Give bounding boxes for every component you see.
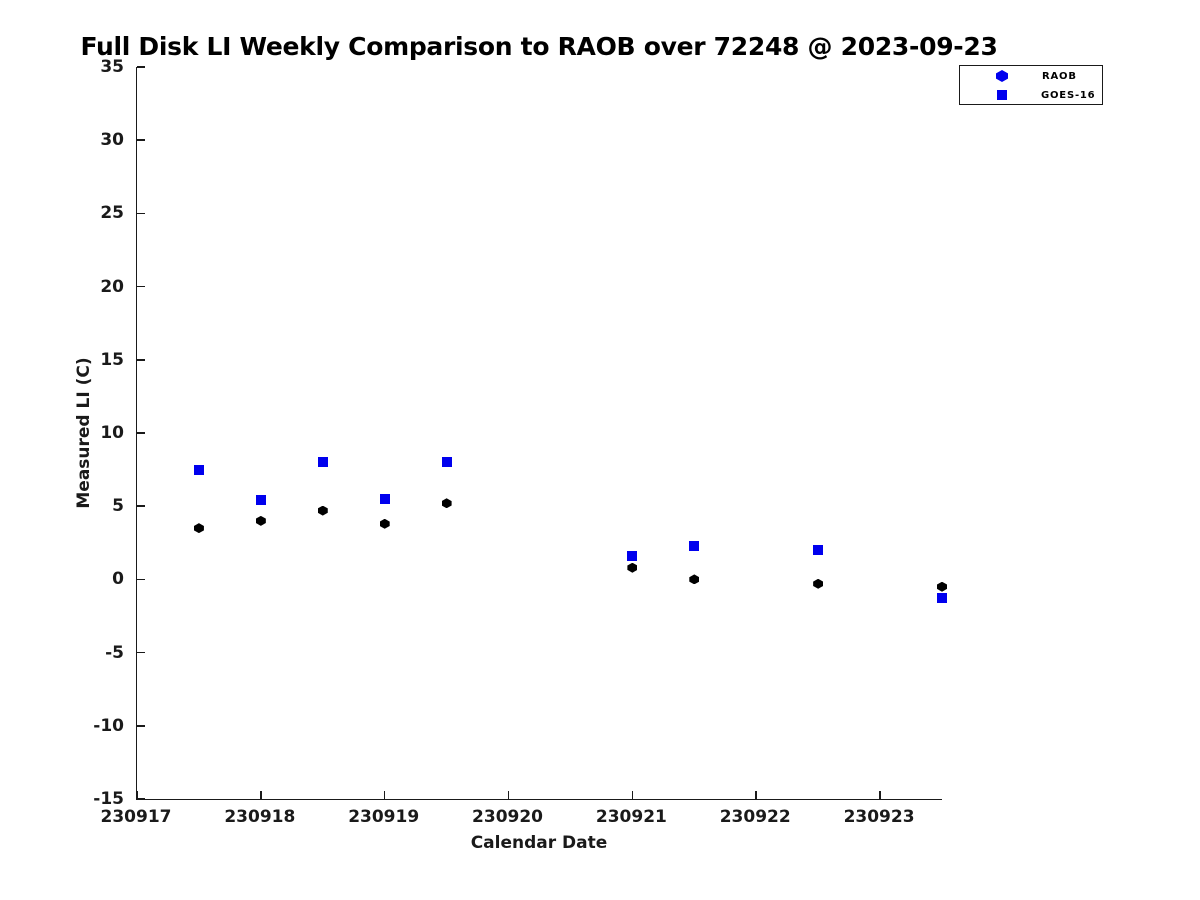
- data-point-raob: [441, 498, 452, 509]
- x-tick-label: 230921: [595, 807, 667, 827]
- y-tick-label: -5: [105, 642, 124, 663]
- legend-label-goes16: GOES-16: [1041, 89, 1096, 101]
- y-tick: [137, 798, 145, 800]
- x-tick: [136, 791, 138, 799]
- data-point-raob: [813, 578, 824, 589]
- y-tick: [137, 359, 145, 361]
- y-tick-label: 30: [100, 130, 124, 151]
- y-tick: [137, 139, 145, 141]
- x-tick: [879, 791, 881, 799]
- data-point-goes16: [193, 464, 204, 475]
- y-tick-label: -10: [93, 715, 124, 736]
- x-axis-label: Calendar Date: [470, 833, 608, 853]
- x-tick: [631, 791, 634, 799]
- y-tick-label: 20: [100, 276, 124, 297]
- legend-label-raob: RAOB: [1042, 70, 1077, 82]
- data-point-raob: [379, 518, 390, 529]
- y-tick-label: 5: [112, 496, 124, 517]
- y-tick-label: 25: [100, 203, 124, 224]
- data-point-goes16: [627, 550, 638, 561]
- y-tick: [137, 651, 145, 654]
- x-tick: [507, 791, 510, 799]
- data-point-goes16: [937, 593, 947, 604]
- y-tick-label: 15: [100, 349, 124, 370]
- y-tick-label: 10: [100, 423, 124, 443]
- x-tick-label: 230920: [472, 807, 544, 827]
- data-point-goes16: [689, 540, 700, 551]
- data-point-goes16: [441, 457, 452, 468]
- data-point-goes16: [317, 457, 328, 468]
- plot-area: [136, 66, 947, 800]
- data-point-raob: [937, 581, 947, 592]
- data-point-raob: [627, 562, 638, 573]
- raob-legend-marker-icon: [996, 70, 1008, 82]
- legend-item-raob: RAOB: [960, 67, 1102, 85]
- x-tick-label: 230918: [224, 807, 296, 827]
- y-tick: [137, 285, 145, 288]
- data-point-raob: [689, 574, 700, 585]
- legend: RAOB GOES-16: [959, 65, 1103, 105]
- legend-item-goes16: GOES-16: [960, 86, 1102, 104]
- y-tick: [137, 725, 145, 727]
- x-tick: [260, 791, 262, 799]
- y-tick: [137, 66, 145, 68]
- y-tick: [137, 212, 145, 215]
- x-tick: [383, 791, 386, 799]
- y-tick-label: 0: [112, 569, 124, 590]
- y-tick: [137, 432, 145, 434]
- y-tick: [137, 578, 145, 581]
- y-tick-label: -15: [93, 789, 124, 809]
- x-tick-label: 230917: [100, 807, 172, 827]
- x-tick: [755, 791, 757, 799]
- data-point-raob: [317, 505, 328, 516]
- x-tick-label: 230919: [348, 807, 420, 827]
- data-point-goes16: [379, 493, 390, 504]
- y-tick: [137, 505, 145, 507]
- data-point-goes16: [813, 545, 824, 556]
- x-tick-label: 230923: [843, 807, 915, 827]
- data-point-raob: [193, 523, 204, 534]
- data-point-goes16: [255, 495, 266, 506]
- chart-title: Full Disk LI Weekly Comparison to RAOB o…: [80, 32, 998, 61]
- x-tick-label: 230922: [719, 807, 791, 827]
- y-tick-label: 35: [100, 57, 124, 77]
- data-point-raob: [255, 515, 266, 526]
- goes16-legend-marker-icon: [997, 90, 1007, 100]
